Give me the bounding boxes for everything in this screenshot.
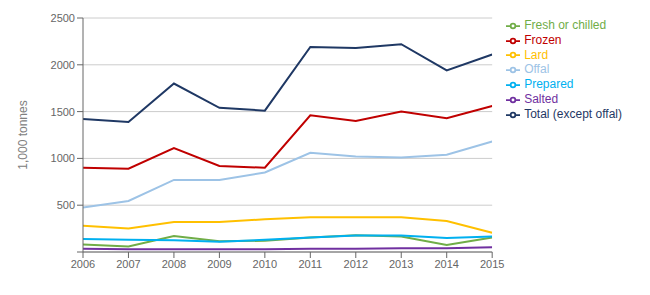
svg-text:2012: 2012 (344, 258, 368, 270)
html-text:Prepared: Prepared (524, 77, 574, 92)
svg-text:2007: 2007 (116, 258, 140, 270)
html-text:Salted: Salted (524, 92, 559, 107)
html-text:Total (except offal): Total (except offal) (524, 107, 622, 121)
html-text:Fresh or chilled: Fresh or chilled (524, 18, 607, 32)
svg-text:2013: 2013 (389, 258, 413, 270)
svg-text:2011: 2011 (298, 258, 322, 270)
html-text:Frozen: Frozen (524, 32, 562, 47)
svg-text:2014: 2014 (434, 258, 458, 270)
svg-text:2500: 2500 (51, 12, 75, 24)
svg-text:1500: 1500 (51, 106, 75, 118)
svg-text:1000: 1000 (51, 152, 75, 164)
svg-text:2015: 2015 (480, 258, 504, 270)
svg-text:1,000 tonnes: 1,000 tonnes (16, 100, 30, 169)
svg-text:2006: 2006 (71, 258, 95, 270)
html-text:Lard: Lard (524, 47, 549, 62)
svg-text:2009: 2009 (207, 258, 231, 270)
svg-text:2008: 2008 (162, 258, 186, 270)
svg-text:2010: 2010 (253, 258, 277, 270)
svg-text:500: 500 (57, 199, 75, 211)
svg-text:2000: 2000 (51, 59, 75, 71)
html-text:Offal: Offal (524, 62, 550, 77)
